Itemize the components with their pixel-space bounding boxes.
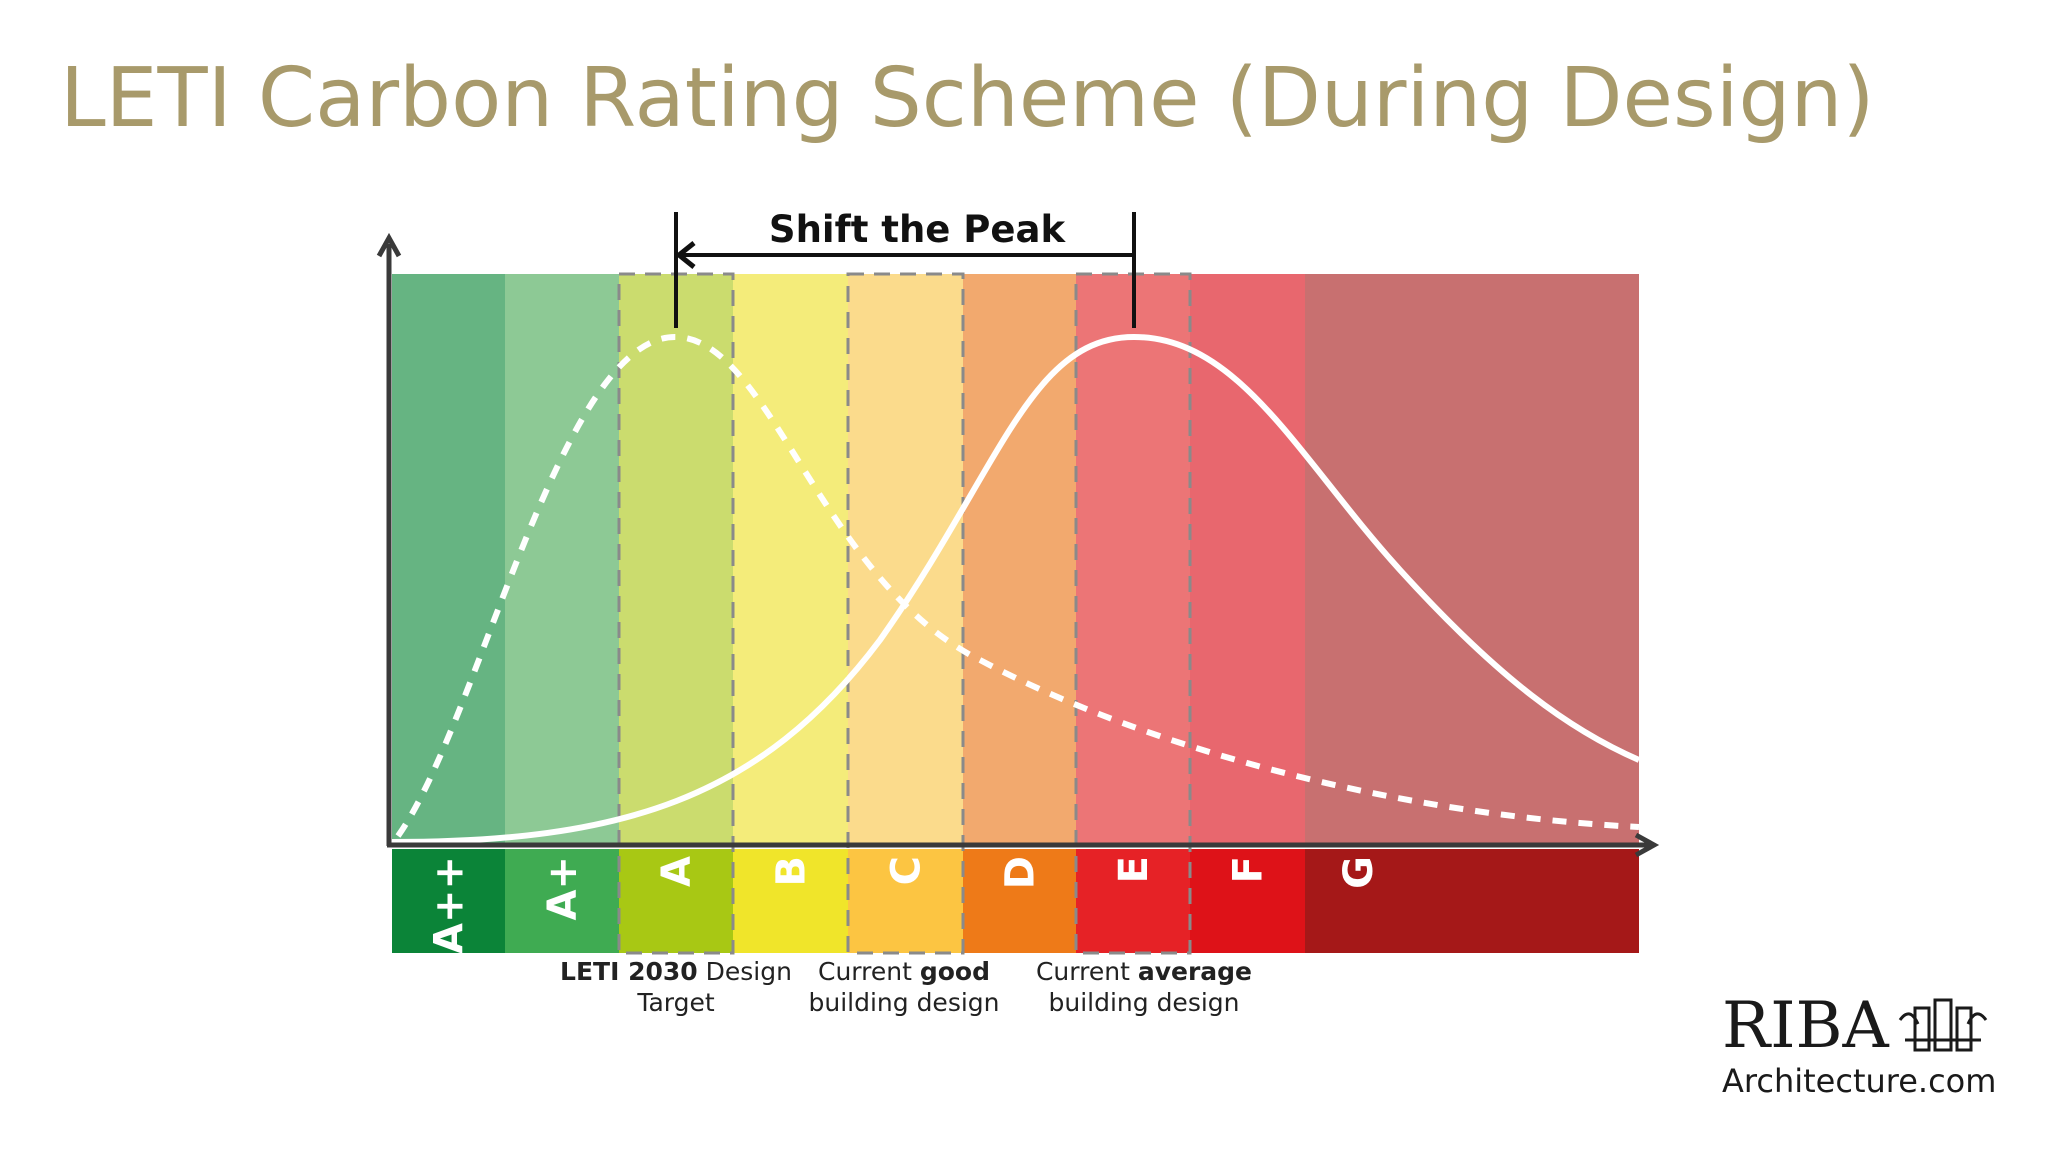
band-label: A	[654, 856, 700, 887]
band-label-box	[392, 849, 505, 953]
band-label: C	[884, 856, 930, 885]
band-area	[733, 274, 848, 845]
band-area	[392, 274, 505, 845]
caption: Current average	[1036, 957, 1252, 986]
caption-bold: LETI 2030	[560, 957, 698, 986]
band-label-box	[619, 849, 733, 953]
x-axis-arrow	[1634, 832, 1660, 858]
current-curve	[391, 333, 1641, 845]
logo-name: RIBA	[1722, 989, 1890, 1063]
band-label: D	[998, 856, 1044, 889]
band-area	[1305, 274, 1639, 845]
y-axis-arrow	[376, 232, 402, 258]
band-label-box	[505, 849, 619, 953]
band-label: B	[769, 856, 815, 887]
caption-line: building design	[1048, 988, 1239, 1017]
band-label: A++	[427, 856, 473, 954]
shift-arrowhead	[674, 241, 696, 269]
caption: Current good	[818, 957, 990, 986]
band-label-box	[1305, 849, 1639, 953]
caption-line: Target	[636, 988, 715, 1017]
band-label: G	[1336, 856, 1382, 889]
band-area	[619, 274, 733, 845]
band-label: F	[1226, 856, 1272, 883]
band-area	[963, 274, 1076, 845]
band-label: A+	[540, 856, 586, 920]
rating-bands: A++ A+ A B C D E F G	[392, 272, 1639, 955]
band-label-box	[848, 849, 963, 953]
highlight-box	[846, 272, 965, 955]
band-label-box	[1190, 849, 1305, 953]
caption-bold: average	[1138, 957, 1252, 986]
band-label-box	[733, 849, 848, 953]
band-area	[1076, 274, 1190, 845]
band-label: E	[1111, 856, 1157, 883]
band-area	[505, 274, 619, 845]
band-label-box	[1076, 849, 1190, 953]
target-curve	[395, 333, 1640, 838]
logo-site: Architecture.com	[1722, 1062, 1996, 1100]
caption-text: Design	[706, 957, 792, 986]
caption-text: Current	[1036, 957, 1130, 986]
band-label-box	[963, 849, 1076, 953]
caption: LETI 2030 Design	[560, 957, 792, 986]
slide-title: LETI Carbon Rating Scheme (During Design…	[60, 51, 1875, 146]
logo-crest	[1898, 998, 1988, 1052]
caption-bold: good	[920, 957, 990, 986]
peak-label: Shift the Peak	[769, 208, 1067, 251]
caption-text: Current	[818, 957, 912, 986]
caption-line: building design	[808, 988, 999, 1017]
